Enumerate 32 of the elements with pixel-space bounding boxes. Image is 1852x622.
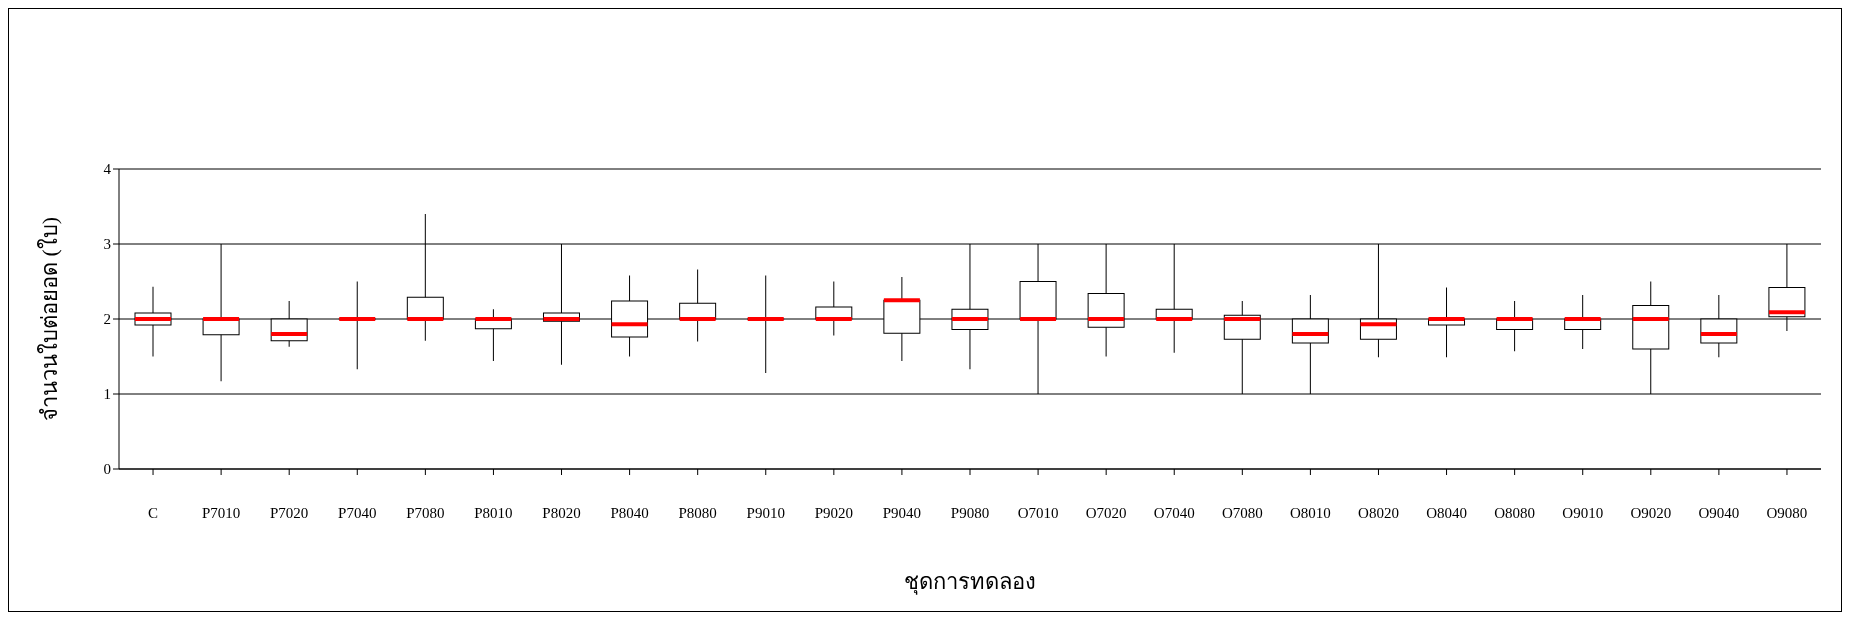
x-tick-label: O8040 xyxy=(1426,504,1467,521)
x-tick-label: P8080 xyxy=(678,504,717,521)
y-tick-label: 4 xyxy=(103,161,112,178)
x-tick-label: P9040 xyxy=(882,504,922,521)
x-tick-label: P7010 xyxy=(201,504,241,521)
x-tick-label: O7010 xyxy=(1017,504,1059,521)
x-axis-title: ชุดการทดลอง xyxy=(904,569,1036,595)
x-tick-label: O8080 xyxy=(1494,504,1536,521)
x-tick-label: P9020 xyxy=(814,504,854,521)
x-tick-label: P7040 xyxy=(338,504,377,521)
x-tick-label: P8010 xyxy=(474,504,513,521)
x-tick-label: O7080 xyxy=(1221,504,1263,521)
y-tick-label: 2 xyxy=(103,311,111,328)
x-tick-label: P7080 xyxy=(406,504,445,521)
x-tick-label: O9080 xyxy=(1766,504,1808,521)
x-tick-label: P8040 xyxy=(610,504,649,521)
x-tick-label: P8020 xyxy=(542,504,581,521)
x-tick-label: C xyxy=(148,504,159,521)
y-tick-label: 0 xyxy=(103,461,111,478)
y-tick-label: 1 xyxy=(103,386,111,403)
y-tick-label: 3 xyxy=(103,236,111,253)
x-tick-label: O9040 xyxy=(1698,504,1740,521)
x-tick-label: O9010 xyxy=(1562,504,1604,521)
x-tick-label: O8010 xyxy=(1289,504,1331,521)
x-tick-label: P9010 xyxy=(746,504,785,521)
x-tick-label: O9020 xyxy=(1630,504,1672,521)
x-tick-label: O7040 xyxy=(1153,504,1195,521)
x-tick-label: O8020 xyxy=(1358,504,1399,521)
x-tick-label: O7020 xyxy=(1085,504,1127,521)
y-axis-title: จำนวนใบต่อยอด (ใบ) xyxy=(36,216,62,422)
x-tick-label: P9080 xyxy=(950,504,990,521)
x-tick-label: P7020 xyxy=(270,504,309,521)
